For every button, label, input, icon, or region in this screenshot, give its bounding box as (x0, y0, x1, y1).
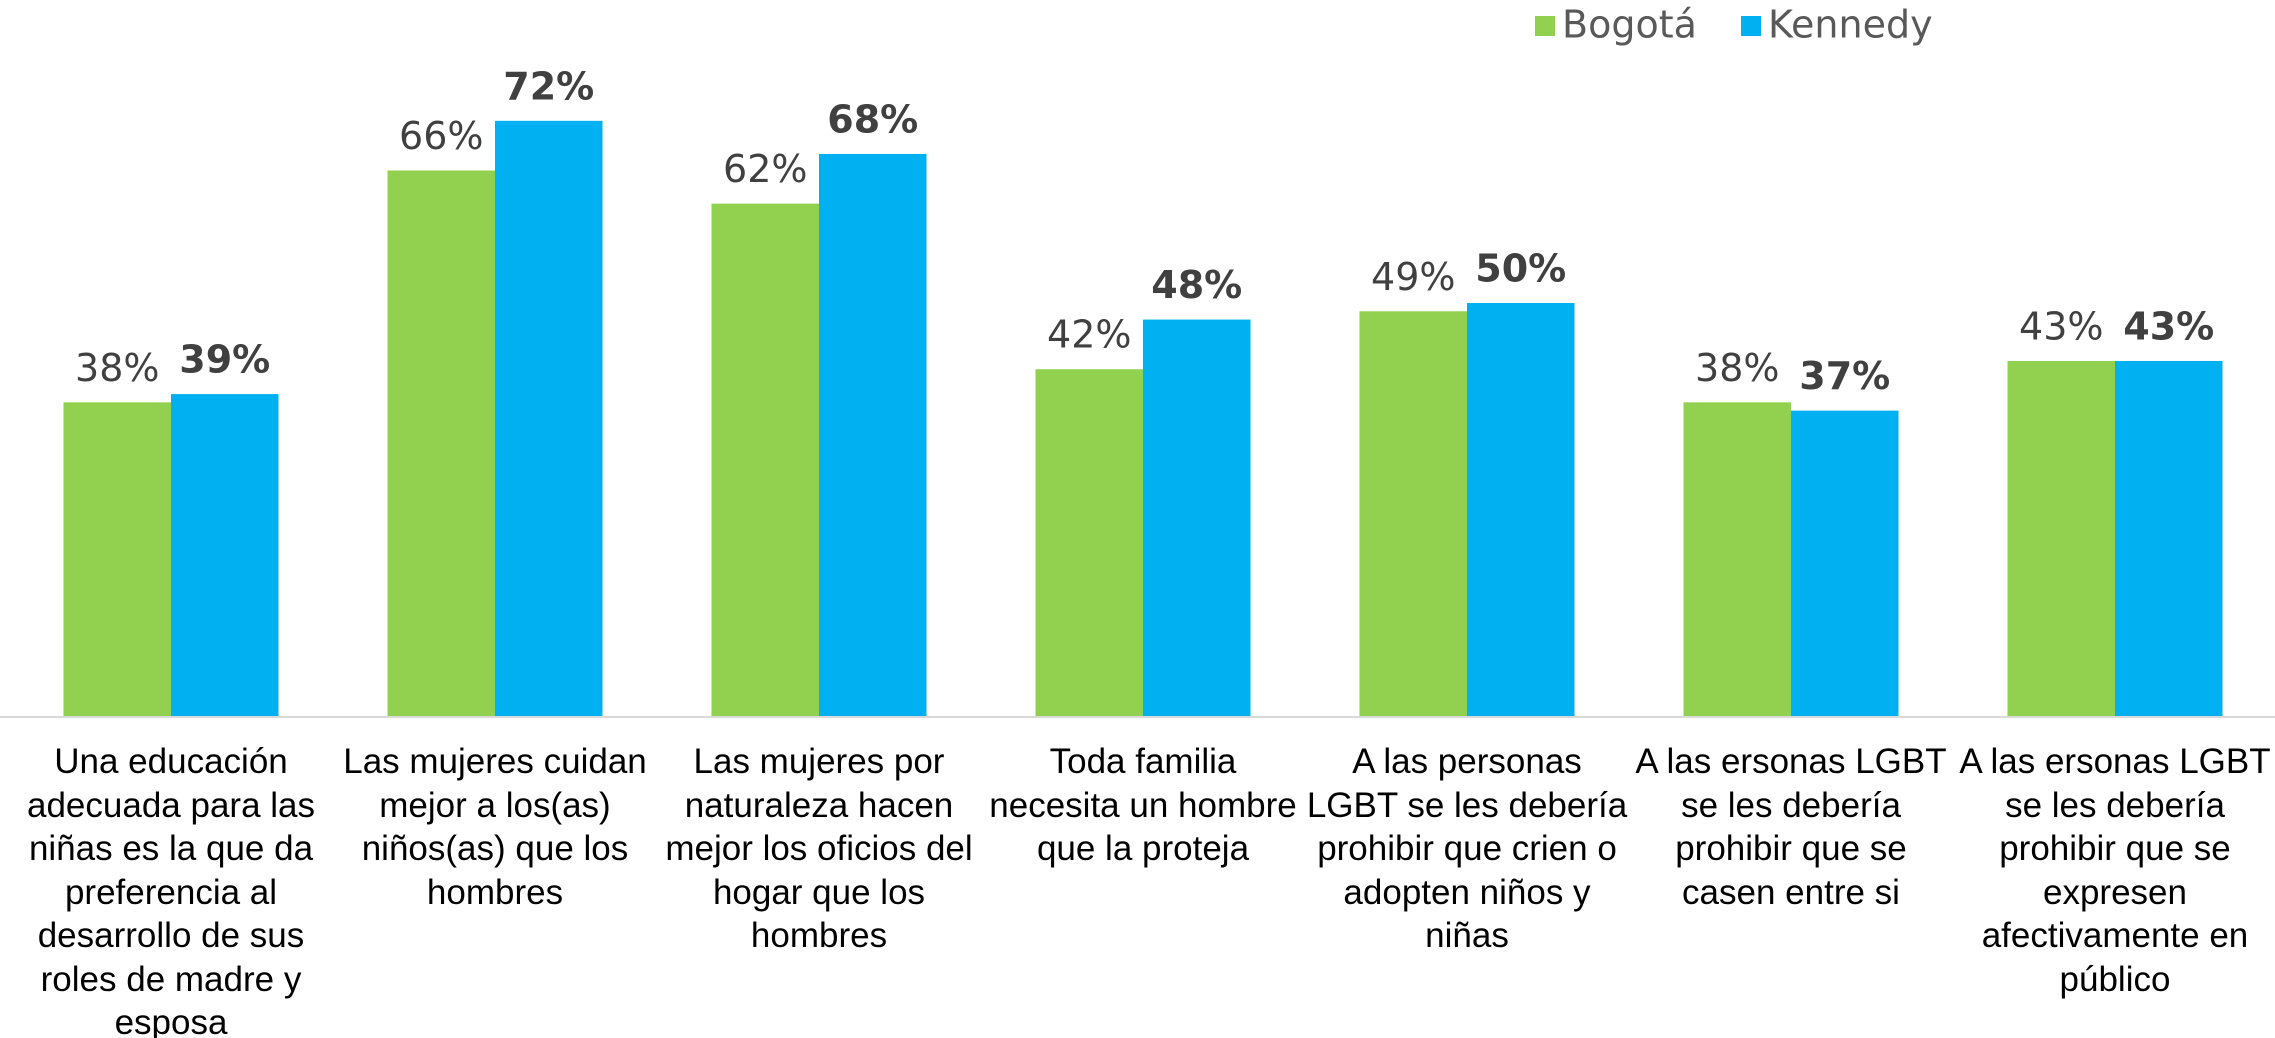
data-label: 66% (399, 114, 483, 158)
bar (1683, 402, 1791, 717)
data-label: 39% (179, 338, 270, 382)
data-label: 42% (1047, 313, 1131, 357)
bar (495, 120, 603, 718)
x-tick-label: Las mujeres cuidan mejor a los(as) niños… (343, 742, 647, 912)
bar (1359, 311, 1467, 717)
bar (63, 402, 171, 717)
legend-label: Kennedy (1768, 3, 1933, 47)
x-tick-label: Las mujeres por naturaleza hacen mejor l… (665, 742, 973, 955)
bar (2007, 360, 2115, 717)
data-label: 48% (1151, 263, 1242, 307)
data-label: 43% (2019, 304, 2103, 348)
data-label: 38% (75, 346, 159, 390)
x-tick-label: Toda familia necesita un hombre que la p… (989, 742, 1297, 868)
data-label: 72% (503, 64, 594, 108)
bar (2115, 360, 2223, 717)
legend-label: Bogotá (1562, 3, 1697, 47)
data-label: 49% (1371, 255, 1455, 299)
data-label: 62% (723, 147, 807, 191)
bar (171, 394, 279, 717)
bar (387, 170, 495, 717)
data-label: 37% (1799, 354, 1890, 398)
x-tick-label: A las personas LGBT se les debería prohi… (1306, 742, 1628, 955)
legend-swatch (1535, 16, 1555, 36)
data-label: 68% (827, 97, 918, 141)
x-tick-label: A las ersonas LGBT se les debería prohib… (1635, 742, 1947, 912)
x-tick-label: A las ersonas LGBT se les debería prohib… (1959, 742, 2271, 999)
data-label: 43% (2123, 304, 2214, 348)
data-label: 38% (1695, 346, 1779, 390)
x-tick-label: Una educación adecuada para las niñas es… (27, 742, 315, 1038)
bar (1467, 303, 1575, 717)
data-label: 50% (1475, 247, 1566, 291)
bar (1035, 369, 1143, 717)
legend-swatch (1741, 16, 1761, 36)
bar (1143, 319, 1251, 717)
bar (711, 203, 819, 717)
bar (1791, 410, 1899, 717)
bar (819, 153, 927, 717)
